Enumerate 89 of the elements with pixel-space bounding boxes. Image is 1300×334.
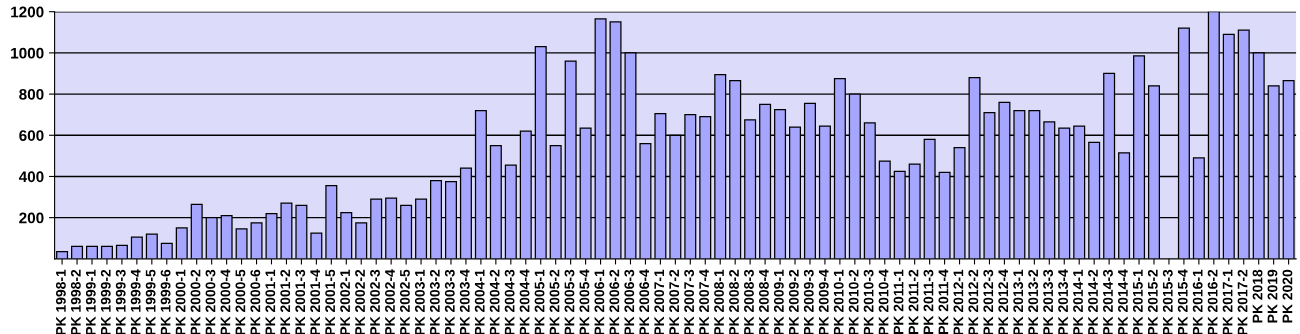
x-tick-label: PK 2008-3 xyxy=(744,269,754,334)
x-tick-label: PK 2016-1 xyxy=(1192,269,1203,334)
x-tick-label: PK 2013-2 xyxy=(1028,269,1039,334)
x-tick-label: PK 2009-1 xyxy=(773,269,784,334)
x-tick-label: PK 2001-3 xyxy=(295,269,306,334)
x-tick-label: PK 2006-3 xyxy=(624,269,635,334)
x-tick-label: PK 2012-3 xyxy=(983,269,994,334)
x-tick-label: PK 2014-3 xyxy=(1103,269,1113,334)
x-tick-label: PK 2006-1 xyxy=(594,269,605,334)
x-tick-label: PK 2015-3 xyxy=(1162,269,1173,334)
x-tick-label: PK 1999-2 xyxy=(100,269,111,334)
x-tick-label: PK 1999-6 xyxy=(160,269,171,334)
x-tick-label: PK 2006-4 xyxy=(639,269,650,334)
x-tick-label: PK 2001-5 xyxy=(325,269,336,334)
x-tick-label: PK 2017-1 xyxy=(1222,269,1233,334)
x-tick-label: PK 2013-1 xyxy=(1013,269,1024,334)
x-tick-label: PK 2013-3 xyxy=(1043,269,1054,334)
x-tick-label: PK 2012-1 xyxy=(953,269,964,334)
x-tick-label: PK 2009-2 xyxy=(788,269,799,334)
x-tick-label: PK 2017-2 xyxy=(1237,269,1248,334)
x-tick-label: PK 2014-4 xyxy=(1117,269,1128,334)
x-tick-label: PK 2000-1 xyxy=(175,269,186,334)
x-tick-label: PK 2005-1 xyxy=(534,269,545,334)
x-tick-label: PK 2014-2 xyxy=(1088,269,1098,334)
x-tick-label: PK 2004-1 xyxy=(474,269,485,334)
x-tick-label: PK 2002-1 xyxy=(340,269,351,334)
y-tick-label: 1000 xyxy=(11,47,44,59)
x-tick-label: PK 2007-2 xyxy=(669,269,680,334)
x-tick-label: PK 2007-4 xyxy=(699,269,709,334)
x-tick-label: PK 2003-4 xyxy=(459,269,470,334)
y-tick-label: 600 xyxy=(19,130,44,141)
x-tick-label: PK 2019 xyxy=(1267,269,1278,323)
x-tick-label: PK 2001-2 xyxy=(280,269,291,334)
x-tick-label: PK 2010-2 xyxy=(848,269,859,334)
x-tick-label: PK 2005-2 xyxy=(549,269,560,334)
x-tick-label: PK 2005-3 xyxy=(564,269,575,334)
x-tick-label: PK 1999-3 xyxy=(115,269,126,334)
x-tick-label: PK 2000-5 xyxy=(235,269,246,334)
x-tick-label: PK 2002-4 xyxy=(385,269,395,334)
x-tick-label: PK 2009-3 xyxy=(803,269,814,334)
x-tick-label: PK 2016-2 xyxy=(1207,269,1218,334)
x-tick-label: PK 2008-4 xyxy=(758,269,769,334)
x-tick-label: PK 2002-5 xyxy=(400,269,410,334)
x-tick-label: PK 1999-5 xyxy=(145,269,156,334)
x-tick-label: PK 2011-2 xyxy=(908,269,919,334)
x-tick-label: PK 2014-1 xyxy=(1073,269,1083,334)
x-tick-label: PK 2012-2 xyxy=(968,269,979,334)
y-tick-label: 800 xyxy=(19,88,44,100)
x-tick-label: PK 2015-1 xyxy=(1132,269,1143,334)
x-tick-label: PK 2007-1 xyxy=(654,269,665,334)
x-tick-label: PK 2004-4 xyxy=(519,269,530,334)
x-tick-label: PK 2000-3 xyxy=(205,269,216,334)
x-tick-label: PK 2000-2 xyxy=(190,269,201,334)
x-tick-label: PK 2007-3 xyxy=(684,269,695,334)
x-tick-label: PK 2015-2 xyxy=(1147,269,1158,334)
y-tick-label: 1200 xyxy=(11,6,44,18)
x-tick-label: PK 2000-4 xyxy=(220,269,231,334)
x-tick-label: PK 1999-4 xyxy=(130,269,141,334)
x-tick-label: PK 2011-1 xyxy=(893,269,904,334)
y-tick-label: 400 xyxy=(18,171,44,183)
x-tick-label: PK 2003-1 xyxy=(414,269,425,334)
x-tick-label: PK 2006-2 xyxy=(609,269,620,334)
x-tick-label: PK 2003-3 xyxy=(444,269,455,334)
x-tick-label: PK 2010-1 xyxy=(833,269,844,334)
x-tick-label: PK 2018 xyxy=(1252,269,1263,323)
x-tick-label: PK 2004-3 xyxy=(504,269,515,334)
x-tick-label: PK 2001-1 xyxy=(265,269,276,334)
x-tick-label: PK 2002-3 xyxy=(370,269,380,334)
x-tick-label: PK 2011-3 xyxy=(923,269,934,334)
x-tick-label: PK 2011-4 xyxy=(938,269,949,334)
x-tick-label: PK 2008-2 xyxy=(729,269,739,334)
x-tick-label: PK 2013-4 xyxy=(1058,269,1068,334)
x-tick-label: PK 2010-3 xyxy=(863,269,874,334)
x-tick-label: PK 2005-4 xyxy=(579,269,590,334)
x-tick-label: PK 1999-1 xyxy=(85,269,96,334)
x-tick-label: PK 2020 xyxy=(1282,269,1293,323)
x-tick-label: PK 2002-2 xyxy=(355,269,365,334)
x-tick-label: PK 2015-4 xyxy=(1177,269,1188,334)
x-tick-label: PK 1998-2 xyxy=(70,269,81,334)
x-tick-label: PK 1998-1 xyxy=(55,269,66,334)
x-tick-label: PK 2009-4 xyxy=(818,269,829,334)
x-tick-label: PK 2010-4 xyxy=(878,269,889,334)
x-tick-label: PK 2004-2 xyxy=(489,269,500,334)
y-tick-label: 200 xyxy=(19,212,44,224)
x-tick-label: PK 2008-1 xyxy=(714,269,724,334)
x-tick-label: PK 2001-4 xyxy=(310,269,321,334)
x-tick-label: PK 2000-6 xyxy=(250,269,261,334)
x-tick-label: PK 2003-2 xyxy=(429,269,440,334)
x-tick-label: PK 2012-4 xyxy=(998,269,1009,334)
